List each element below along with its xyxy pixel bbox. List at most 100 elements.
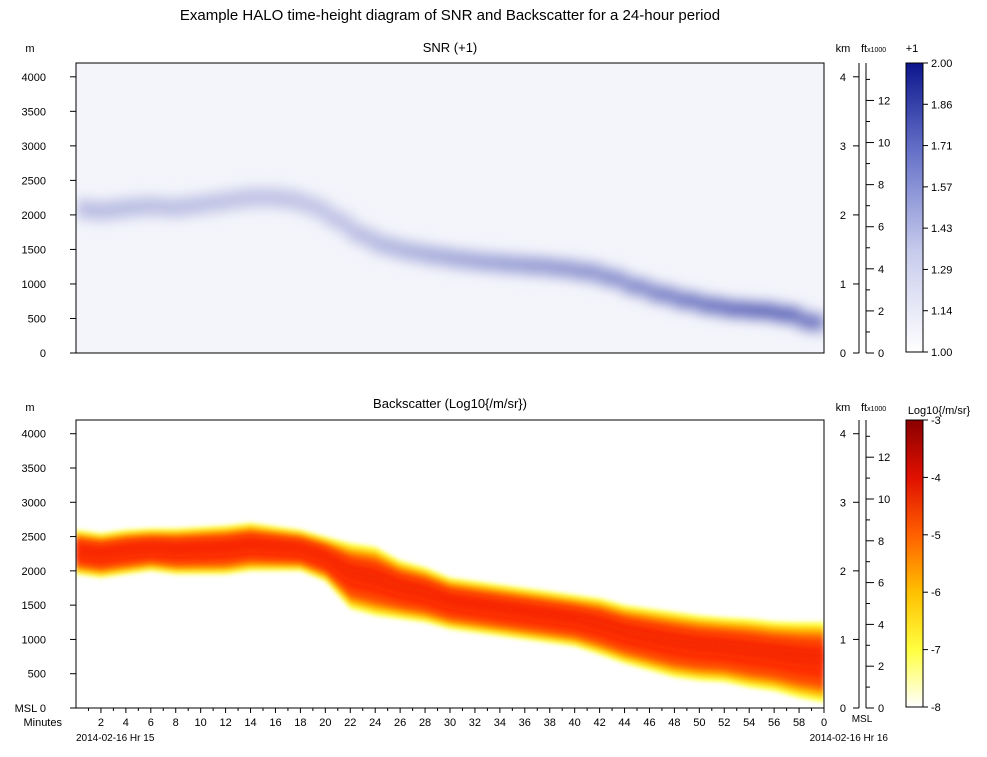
snr-layer-cell — [275, 193, 302, 206]
backscatter-layer-band — [76, 537, 824, 679]
snr-km-tick-label: 2 — [840, 210, 846, 222]
snr-layer-cell — [774, 308, 801, 321]
snr-layer-cell — [300, 200, 327, 213]
snr-panel-title: SNR (+1) — [423, 40, 478, 55]
x-tick-label: 14 — [244, 717, 256, 729]
x-tick-label: 48 — [668, 717, 680, 729]
backscatter-left-axis-unit: m — [25, 402, 34, 414]
backscatter-layer-group — [76, 522, 824, 703]
snr-colorbar-label: 1.43 — [931, 223, 952, 235]
snr-y-tick-label: 1500 — [22, 244, 46, 256]
snr-layer-cell — [400, 245, 427, 258]
backscatter-colorbar — [905, 419, 924, 708]
snr-layer-cell — [375, 239, 402, 252]
backscatter-y-axis: 500 1000 1500 2000 2500 3000 3500 4000 MSL 0 — [15, 429, 76, 715]
x-tick-label: 24 — [369, 717, 381, 729]
snr-y-tick-label: 2000 — [22, 210, 46, 222]
snr-colorbar — [905, 62, 924, 353]
snr-ft-tick-label: 8 — [878, 180, 884, 192]
backscatter-colorbar-label: -8 — [931, 702, 941, 714]
x-tick-label: 30 — [444, 717, 456, 729]
snr-layer-cell — [425, 250, 451, 262]
backscatter-ft-tick-label: 12 — [878, 452, 890, 464]
backscatter-panel: Backscatter (Log10{/m/sr}) m km ftx1000 … — [15, 396, 971, 715]
snr-y-tick-label: 2500 — [22, 175, 46, 187]
snr-layer-cell — [749, 304, 776, 317]
snr-ft-unit-multiplier: x1000 — [867, 47, 886, 54]
x-tick-label: 4 — [123, 717, 129, 729]
backscatter-y-tick-label: 2500 — [22, 532, 46, 544]
x-tick-label: 18 — [294, 717, 306, 729]
backscatter-y-tick-label: 500 — [28, 669, 46, 681]
snr-layer-cell — [699, 299, 726, 312]
x-tick-label: 6 — [148, 717, 154, 729]
backscatter-colorbar-title: Log10{/m/sr} — [908, 405, 971, 417]
snr-layer-cell — [225, 193, 252, 206]
snr-y-tick-label: 3500 — [22, 106, 46, 118]
backscatter-colorbar-ticks: -3 -4 -5 -6 -7 -8 — [923, 415, 941, 714]
backscatter-km-tick-label: 1 — [840, 634, 846, 646]
snr-km-tick-label: 4 — [840, 72, 846, 84]
figure-title: Example HALO time-height diagram of SNR … — [180, 7, 720, 24]
x-tick-label: 26 — [394, 717, 406, 729]
x-tick-label: 56 — [768, 717, 780, 729]
backscatter-y-tick-label-msl: MSL 0 — [15, 703, 46, 715]
snr-ft-tick-label: 10 — [878, 138, 890, 150]
backscatter-colorbar-label: -3 — [931, 415, 941, 427]
snr-layer-cell — [524, 260, 551, 272]
x-tick-label: 20 — [319, 717, 331, 729]
snr-layer-cell — [200, 196, 227, 209]
backscatter-km-tick-label: 0 — [840, 703, 846, 715]
backscatter-km-tick-label: 3 — [840, 497, 846, 509]
snr-ft-tick-label: 4 — [878, 264, 884, 276]
snr-layer-cell — [150, 200, 177, 213]
snr-layer-cell — [649, 288, 676, 301]
backscatter-ft-unit-label: ft — [861, 402, 867, 414]
backscatter-y-tick-label: 2000 — [22, 566, 46, 578]
snr-layer-cell — [450, 253, 476, 266]
backscatter-km-tick-label: 4 — [840, 429, 846, 441]
snr-layer-cell — [724, 303, 751, 316]
backscatter-colorbar-label: -7 — [931, 645, 941, 657]
backscatter-ft-unit-multiplier: x1000 — [867, 406, 886, 413]
x-axis-ticks: 2 4 6 8 10 12 14 16 18 20 22 24 26 28 30 32 34 36 38 40 42 44… — [87, 708, 827, 729]
snr-colorbar-label: 1.57 — [931, 182, 952, 194]
x-tick-label: 32 — [469, 717, 481, 729]
backscatter-ft-tick-label: 10 — [878, 494, 890, 506]
snr-layer-cell — [350, 229, 377, 242]
x-axis: Minutes 2 4 6 8 10 12 14 16 18 20 22 24 26 28 30 32 34 36… — [23, 708, 888, 744]
x-tick-label: 12 — [219, 717, 231, 729]
x-axis-end-label: 2014-02-16 Hr 16 — [810, 733, 889, 744]
snr-layer-cell — [549, 262, 576, 275]
x-tick-label: 34 — [494, 717, 506, 729]
snr-km-tick-label: 1 — [840, 279, 846, 291]
x-tick-label: 8 — [173, 717, 179, 729]
x-axis-start-label: 2014-02-16 Hr 15 — [76, 733, 155, 744]
x-tick-label: 28 — [419, 717, 431, 729]
backscatter-y-tick-label: 3500 — [22, 463, 46, 475]
x-tick-label: 50 — [693, 717, 705, 729]
snr-layer-cell — [499, 258, 526, 271]
backscatter-panel-title: Backscatter (Log10{/m/sr}) — [373, 396, 527, 411]
snr-km-unit: km — [836, 43, 851, 55]
backscatter-ft-tick-label: 0 — [878, 703, 884, 715]
backscatter-colorbar-label: -5 — [931, 530, 941, 542]
snr-y-tick-label: 1000 — [22, 279, 46, 291]
backscatter-core-band — [76, 538, 824, 667]
snr-ft-unit-label: ft — [861, 43, 867, 55]
backscatter-colorbar-label: -6 — [931, 587, 941, 599]
backscatter-y-tick-label: 3000 — [22, 497, 46, 509]
snr-colorbar-label: 2.00 — [931, 58, 952, 70]
backscatter-ft-tick-label: 4 — [878, 619, 884, 631]
snr-panel: SNR (+1) m km ftx1000 050010001500200025… — [22, 40, 953, 360]
snr-layer-cell — [799, 315, 824, 328]
backscatter-y-tick-label: 1500 — [22, 600, 46, 612]
backscatter-km-tick-label: 2 — [840, 566, 846, 578]
x-tick-label: 16 — [269, 717, 281, 729]
snr-layer-group — [76, 188, 824, 336]
snr-ft-tick-label: 2 — [878, 306, 884, 318]
snr-layer-cell — [100, 203, 127, 216]
backscatter-core-group — [76, 538, 824, 667]
